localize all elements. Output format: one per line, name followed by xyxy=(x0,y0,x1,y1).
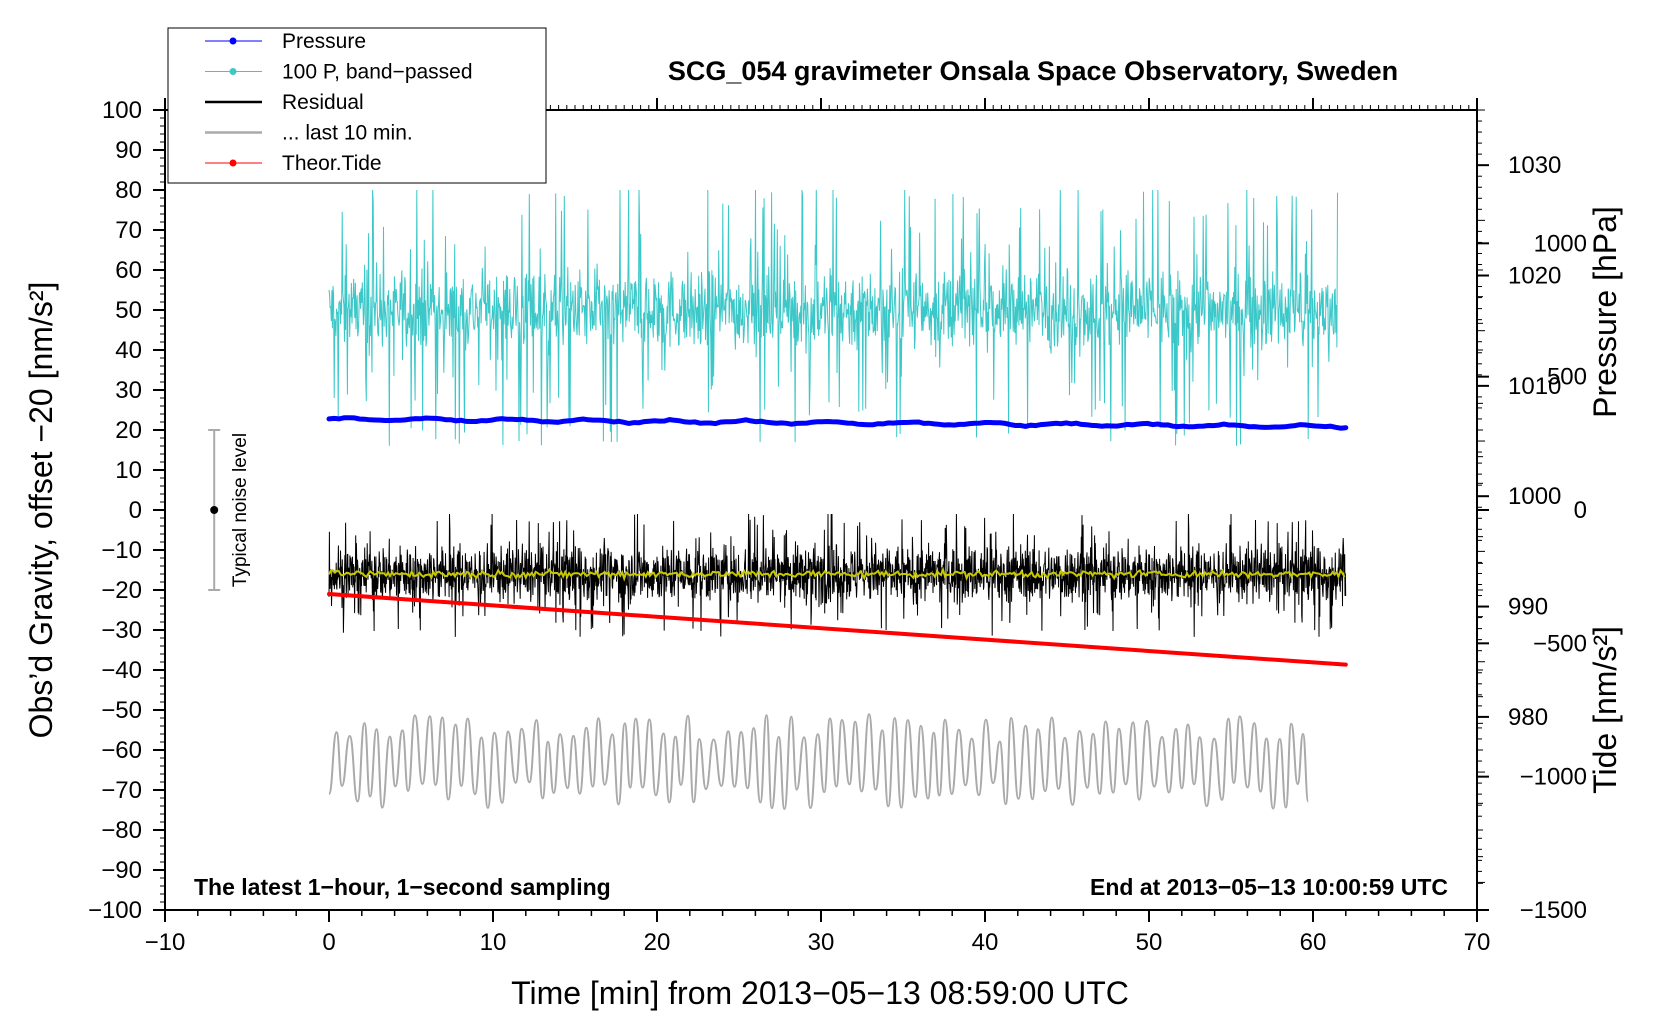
y-tick-label: 50 xyxy=(115,297,142,324)
noise-center-dot xyxy=(210,506,219,514)
y-tick-label: 10 xyxy=(115,457,142,484)
pressure-axis: 980 990 1000 1010 1020 1030 xyxy=(1477,109,1561,883)
tide-axis: −1500 −1000 −500 0 500 1000 xyxy=(1477,230,1587,924)
y-tick-label: 0 xyxy=(129,497,142,524)
y-tick-label: 30 xyxy=(115,377,142,404)
pressure-line xyxy=(326,415,1349,431)
tide-axis-label: Tide [nm/s²] xyxy=(1587,626,1623,794)
bandpassed-pressure-line xyxy=(328,189,1338,446)
tide-tick-label: 0 xyxy=(1574,497,1587,524)
last-10-min-line xyxy=(328,713,1310,811)
x-tick-label: −10 xyxy=(145,929,186,956)
pressure-tick-label: 990 xyxy=(1508,594,1548,621)
legend-box xyxy=(167,27,547,184)
legend-swatch-marker xyxy=(229,37,237,45)
sampling-annotation: The latest 1−hour, 1−second sampling xyxy=(194,874,611,900)
y-tick-label: −20 xyxy=(101,577,142,604)
y-tick-label: −10 xyxy=(101,537,142,564)
legend-label: 100 P, band−passed xyxy=(282,61,473,84)
y-tick-label: 40 xyxy=(115,337,142,364)
y-tick-label: −50 xyxy=(101,697,142,724)
data-traces xyxy=(326,189,1349,811)
y-tick-label: 100 xyxy=(102,97,142,124)
tide-tick-label: 500 xyxy=(1547,364,1587,391)
y-tick-label: 60 xyxy=(115,257,142,284)
legend-swatch-marker xyxy=(229,68,237,75)
theoretical-tide-line xyxy=(327,592,1348,667)
pressure-tick-label: 1020 xyxy=(1508,263,1561,290)
legend-label: Residual xyxy=(282,91,364,114)
y-tick-label: 80 xyxy=(115,177,142,204)
y-tick-label: −40 xyxy=(101,657,142,684)
pressure-tick-label: 1000 xyxy=(1508,483,1561,510)
x-tick-label: 30 xyxy=(808,929,835,956)
chart-title: SCG_054 gravimeter Onsala Space Observat… xyxy=(668,56,1398,86)
x-tick-label: 0 xyxy=(322,929,335,956)
y-tick-label: 90 xyxy=(115,137,142,164)
x-tick-label: 50 xyxy=(1136,929,1163,956)
y-tick-label: −30 xyxy=(101,617,142,644)
pressure-tick-label: 1030 xyxy=(1508,152,1561,179)
x-tick-label: 40 xyxy=(972,929,999,956)
noise-level-label: Typical noise level xyxy=(230,433,251,587)
legend-label: ... last 10 min. xyxy=(282,122,413,145)
y-tick-label: 20 xyxy=(115,417,142,444)
y-axis: 1009080706050403020100−10−20−30−40−50−60… xyxy=(88,97,165,924)
end-time-annotation: End at 2013−05−13 10:00:59 UTC xyxy=(1090,874,1448,900)
pressure-tick-label: 980 xyxy=(1508,704,1548,731)
residual-smoothed-line xyxy=(328,566,1346,582)
y-tick-label: −80 xyxy=(101,817,142,844)
x-tick-label: 10 xyxy=(480,929,507,956)
x-tick-label: 70 xyxy=(1464,929,1491,956)
x-tick-label: 60 xyxy=(1300,929,1327,956)
legend-swatch-marker xyxy=(229,159,237,167)
x-axis-label: Time [min] from 2013−05−13 08:59:00 UTC xyxy=(511,975,1129,1011)
residual-line xyxy=(328,513,1347,637)
tide-tick-label: −500 xyxy=(1533,630,1587,657)
x-tick-label: 20 xyxy=(644,929,671,956)
y-tick-label: 70 xyxy=(115,217,142,244)
y-tick-label: −100 xyxy=(88,897,142,924)
tide-tick-label: −1000 xyxy=(1520,764,1587,791)
y-tick-label: −70 xyxy=(101,777,142,804)
pressure-axis-label: Pressure [hPa] xyxy=(1587,206,1623,418)
x-axis: −10 0 10 20 30 40 50 60 70 xyxy=(145,98,1491,956)
noise-level-indicator xyxy=(208,429,221,591)
y-axis-label: Obs’d Gravity, offset −20 [nm/s²] xyxy=(23,282,59,739)
legend-label: Pressure xyxy=(282,30,366,53)
y-tick-label: −90 xyxy=(101,857,142,884)
tide-tick-label: −1500 xyxy=(1520,897,1587,924)
pressure-tick-label: 1010 xyxy=(1508,373,1561,400)
legend: Pressure 100 P, band−passed Residual ... la… xyxy=(167,27,547,184)
legend-label: Theor.Tide xyxy=(282,152,382,175)
y-tick-label: −60 xyxy=(101,737,142,764)
tide-tick-label: 1000 xyxy=(1534,230,1587,257)
